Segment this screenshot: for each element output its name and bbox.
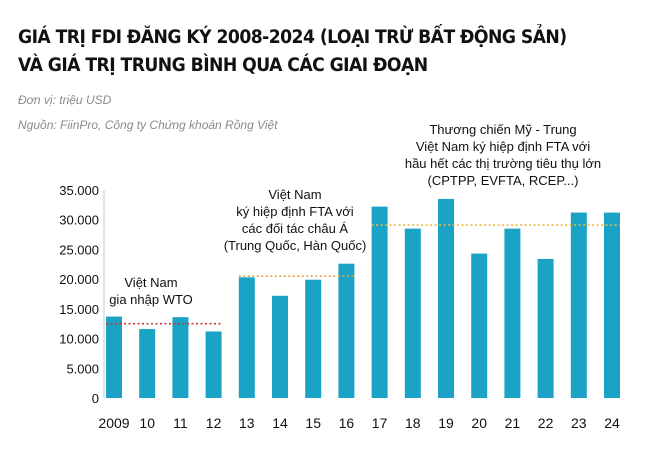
annotation-wto-line: Việt Nam (124, 275, 178, 290)
annotation-asia-fta-line: các đối tác châu Á (241, 221, 349, 236)
bar (338, 263, 355, 398)
x-tick-label: 14 (272, 415, 288, 431)
source-note: Nguồn: FiinPro, Công ty Chứng khoán Rồng… (18, 118, 278, 132)
annotation-asia-fta-line: ký hiệp định FTA với (236, 204, 354, 219)
bar (504, 228, 521, 398)
bar (305, 279, 322, 398)
x-tick-label: 20 (471, 415, 487, 431)
bar (172, 317, 189, 398)
bar (471, 253, 488, 398)
x-tick-label: 22 (538, 415, 554, 431)
annotation-wto-line: gia nhập WTO (109, 292, 193, 307)
annotation-asia-fta-line: (Trung Quốc, Hàn Quốc) (223, 238, 367, 253)
annotation-asia-fta: Việt Nam ký hiệp định FTA với các đối tá… (215, 186, 375, 254)
y-tick-label: 20.000 (59, 272, 99, 287)
bar (604, 212, 620, 398)
x-tick-label: 17 (372, 415, 388, 431)
bar (537, 258, 554, 398)
annotation-wto: Việt Nam gia nhập WTO (96, 274, 206, 308)
bar (371, 206, 388, 398)
annotation-trade-war-line: (CPTPP, EVFTA, RCEP...) (427, 173, 579, 188)
annotation-trade-war-line: hầu hết các thị trường tiêu thụ lớn (404, 156, 602, 171)
x-tick-label: 21 (505, 415, 521, 431)
bar (570, 212, 587, 398)
x-tick-label: 11 (173, 415, 188, 431)
x-tick-label: 19 (438, 415, 454, 431)
bar (404, 228, 421, 398)
x-tick-label: 18 (405, 415, 421, 431)
x-tick-label: 12 (206, 415, 222, 431)
y-tick-label: 30.000 (59, 213, 99, 228)
annotation-trade-war-line: Thương chiến Mỹ - Trung (429, 122, 577, 137)
bar (205, 331, 222, 398)
x-tick-label: 16 (339, 415, 355, 431)
y-tick-label: 5.000 (66, 361, 99, 376)
x-tick-label: 13 (239, 415, 255, 431)
bar (438, 198, 454, 398)
bar (106, 316, 122, 398)
y-tick-label: 25.000 (59, 242, 99, 257)
y-tick-label: 35.000 (59, 183, 99, 198)
chart-title-line-1: GIÁ TRỊ FDI ĐĂNG KÝ 2008-2024 (LOẠI TRỪ … (18, 27, 567, 48)
unit-note: Đơn vị: triệu USD (18, 93, 112, 107)
x-tick-label: 23 (571, 415, 587, 431)
y-tick-label: 15.000 (59, 302, 99, 317)
x-tick-label: 15 (305, 415, 321, 431)
y-tick-label: 0 (92, 391, 99, 406)
chart-title-line-2: VÀ GIÁ TRỊ TRUNG BÌNH QUA CÁC GIAI ĐOẠN (18, 55, 428, 76)
x-tick-label: 24 (604, 415, 620, 431)
chart-title: GIÁ TRỊ FDI ĐĂNG KÝ 2008-2024 (LOẠI TRỪ … (18, 24, 595, 80)
x-tick-label: 2009 (98, 415, 129, 431)
bar (139, 329, 156, 398)
y-tick-label: 10.000 (59, 332, 99, 347)
annotation-trade-war: Thương chiến Mỹ - Trung Việt Nam ký hiệp… (378, 121, 628, 189)
x-tick-label: 10 (139, 415, 155, 431)
annotation-asia-fta-line: Việt Nam (268, 187, 322, 202)
bar (238, 277, 255, 398)
annotation-trade-war-line: Việt Nam ký hiệp định FTA với (415, 139, 591, 154)
bar (272, 295, 288, 398)
